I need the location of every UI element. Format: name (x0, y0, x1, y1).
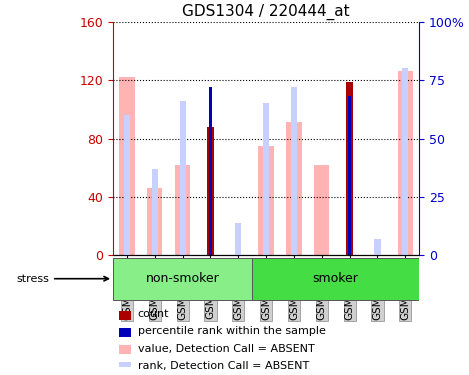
Text: rank, Detection Call = ABSENT: rank, Detection Call = ABSENT (137, 360, 309, 370)
Bar (152, 169, 158, 255)
Bar (402, 69, 408, 255)
Text: non-smoker: non-smoker (146, 272, 219, 285)
Bar (124, 115, 130, 255)
Bar (180, 101, 186, 255)
Bar (147, 188, 162, 255)
Bar (258, 146, 274, 255)
Text: count: count (137, 309, 169, 320)
Bar (119, 362, 131, 371)
Bar (348, 96, 351, 255)
Text: value, Detection Call = ABSENT: value, Detection Call = ABSENT (137, 344, 314, 354)
Bar (291, 87, 297, 255)
Bar (346, 82, 354, 255)
Bar (374, 239, 380, 255)
Bar (119, 345, 131, 354)
Title: GDS1304 / 220444_at: GDS1304 / 220444_at (182, 4, 350, 20)
FancyBboxPatch shape (113, 258, 252, 300)
Bar (235, 223, 242, 255)
Text: smoker: smoker (313, 272, 359, 285)
Bar (119, 77, 135, 255)
Bar (119, 328, 131, 337)
Bar (175, 165, 190, 255)
Bar (286, 123, 302, 255)
Bar (207, 127, 214, 255)
Text: stress: stress (16, 274, 108, 284)
FancyBboxPatch shape (252, 258, 419, 300)
Bar (209, 87, 212, 255)
Bar (314, 165, 329, 255)
Text: percentile rank within the sample: percentile rank within the sample (137, 327, 325, 336)
Bar (398, 71, 413, 255)
Bar (119, 310, 131, 320)
Bar (263, 104, 269, 255)
